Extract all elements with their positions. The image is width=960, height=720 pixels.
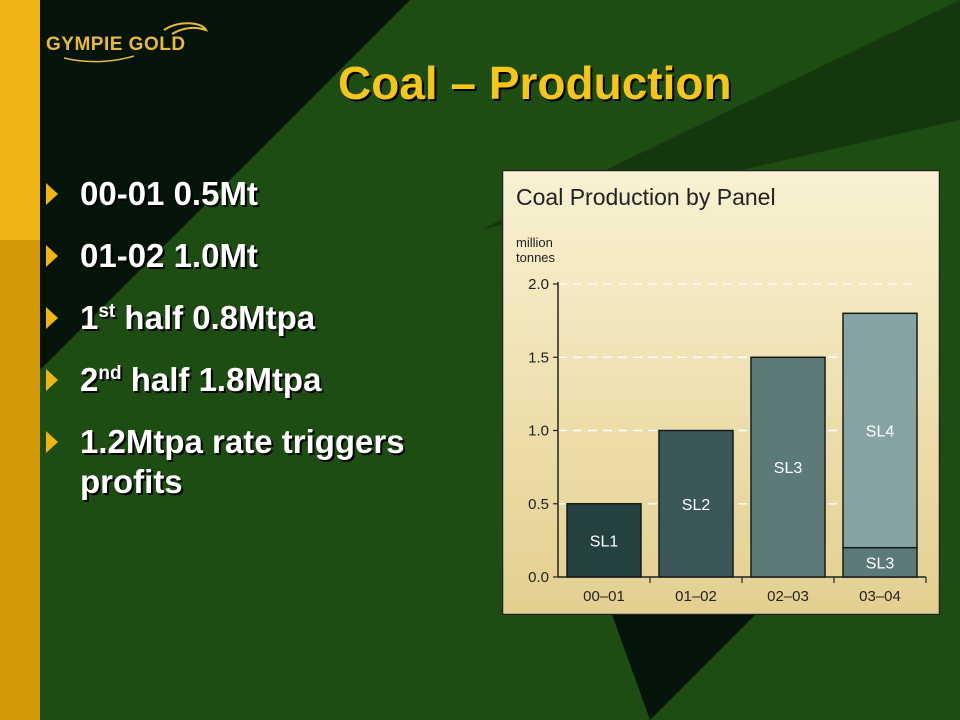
bullet-arrow-icon	[46, 245, 58, 267]
x-tick-label: 03–04	[859, 588, 901, 605]
y-axis-label: tonnes	[516, 250, 556, 265]
bar-segment-sl4	[842, 312, 918, 549]
bullet-item: 1st half 0.8Mtpa	[44, 298, 464, 338]
bar-segment-sl1	[566, 503, 642, 578]
bullet-arrow-icon	[46, 369, 58, 391]
bullet-text-superscript: nd	[98, 363, 122, 384]
bullet-arrow-icon	[46, 183, 58, 205]
y-tick-label: 2.0	[528, 276, 549, 293]
bullet-text: 01-02 1.0Mt	[80, 237, 258, 274]
bar-segment-sl2	[658, 429, 734, 578]
y-tick-label: 0.0	[528, 569, 549, 586]
logo-swirl-icon	[63, 22, 208, 63]
bullet-list: 00-01 0.5Mt 01-02 1.0Mt 1st half 0.8Mtpa…	[44, 174, 464, 524]
x-tick-label: 00–01	[583, 588, 625, 605]
bullet-text: 00-01 0.5Mt	[80, 175, 258, 212]
bullet-arrow-icon	[46, 307, 58, 329]
bullet-text-prefix: 1	[80, 299, 99, 336]
y-tick-label: 0.5	[528, 496, 549, 513]
bar-segment-label: SL2	[682, 497, 711, 514]
chart-title: Coal Production by Panel	[516, 184, 776, 210]
logo-text: GYMPIE GOLD	[46, 34, 186, 55]
coal-production-chart: Coal Production by Panel million tonnes 0.0…	[502, 170, 940, 615]
bullet-arrow-icon	[46, 431, 58, 453]
y-tick-label: 1.0	[528, 423, 549, 440]
bullet-text-superscript: st	[98, 301, 116, 322]
bar-segment-sl3	[750, 356, 826, 578]
bar-segment-label: SL3	[774, 460, 803, 477]
left-accent-bar-top	[0, 0, 40, 240]
x-tick-label: 01–02	[675, 588, 717, 605]
y-tick-label: 1.5	[528, 349, 549, 366]
y-axis-label: million	[516, 235, 553, 250]
bar-segment-sl3	[842, 546, 918, 578]
bullet-text-rest: half 1.8Mtpa	[121, 361, 322, 398]
bar-segment-label: SL4	[866, 424, 895, 441]
company-logo: GYMPIE GOLD	[44, 18, 224, 68]
bullet-text-prefix: 2	[80, 361, 99, 398]
slide-title: Coal – Production	[338, 57, 732, 109]
bullet-item: 00-01 0.5Mt	[44, 174, 464, 214]
bar-segment-label: SL3	[866, 555, 895, 572]
bullet-item: 2nd half 1.8Mtpa	[44, 360, 464, 400]
bullet-item: 01-02 1.0Mt	[44, 236, 464, 276]
bullet-text-rest: half 0.8Mtpa	[115, 299, 316, 336]
bullet-text: 1.2Mtpa rate triggers profits	[80, 423, 405, 500]
bullet-item: 1.2Mtpa rate triggers profits	[44, 422, 464, 502]
bar-segment-label: SL1	[590, 533, 619, 550]
x-tick-label: 02–03	[767, 588, 809, 605]
